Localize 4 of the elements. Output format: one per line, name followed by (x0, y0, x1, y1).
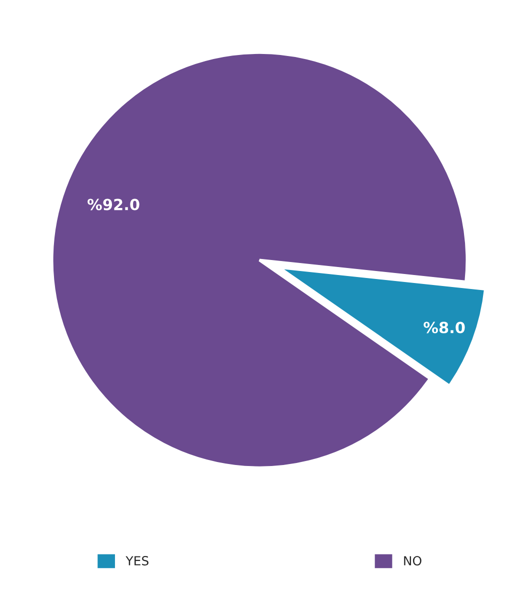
data-label: %8.0 (424, 322, 465, 334)
legend-label: YES (126, 556, 148, 566)
legend-label: NO (404, 556, 422, 566)
data-label: %92.0 (88, 198, 140, 210)
